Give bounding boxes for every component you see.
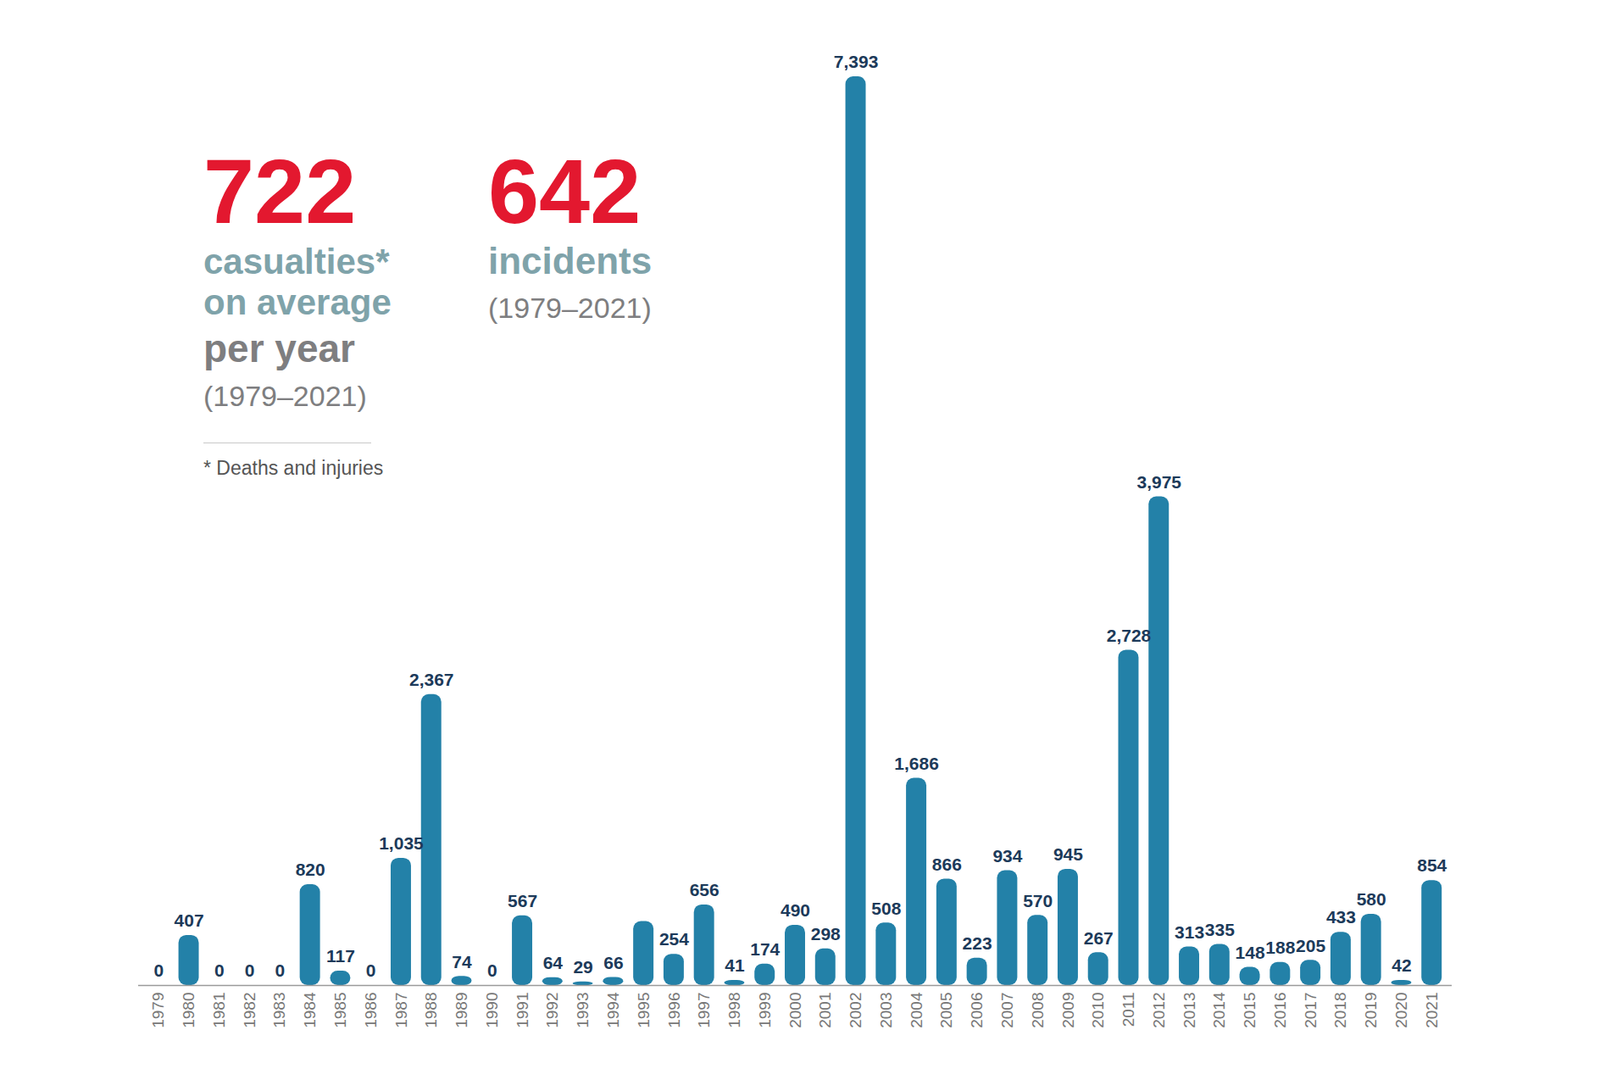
svg-text:2005: 2005: [937, 992, 956, 1028]
svg-text:2011: 2011: [1119, 992, 1138, 1028]
svg-text:188: 188: [1265, 937, 1295, 957]
svg-text:1994: 1994: [604, 991, 623, 1028]
svg-text:2006: 2006: [967, 992, 986, 1028]
svg-text:313: 313: [1174, 922, 1205, 942]
svg-text:7,393: 7,393: [833, 51, 879, 72]
svg-text:490: 490: [780, 900, 811, 920]
svg-text:1979: 1979: [149, 992, 167, 1028]
svg-text:1983: 1983: [270, 992, 289, 1028]
svg-text:1993: 1993: [573, 992, 592, 1028]
svg-text:1981: 1981: [210, 992, 228, 1028]
svg-text:1986: 1986: [361, 992, 380, 1028]
svg-text:580: 580: [1356, 888, 1387, 909]
svg-text:0: 0: [153, 960, 164, 980]
svg-text:1990: 1990: [483, 992, 501, 1028]
svg-text:1980: 1980: [179, 992, 198, 1028]
svg-text:2013: 2013: [1180, 992, 1199, 1028]
svg-text:2017: 2017: [1301, 992, 1320, 1028]
svg-text:2012: 2012: [1150, 992, 1168, 1028]
svg-text:2002: 2002: [846, 992, 865, 1028]
svg-text:0: 0: [487, 960, 498, 980]
svg-text:2003: 2003: [877, 992, 895, 1028]
svg-text:1998: 1998: [725, 992, 744, 1028]
svg-text:2018: 2018: [1331, 992, 1350, 1028]
svg-text:2020: 2020: [1392, 992, 1411, 1028]
svg-text:174: 174: [750, 938, 780, 959]
svg-text:117: 117: [326, 945, 356, 966]
svg-text:2016: 2016: [1271, 992, 1289, 1028]
svg-text:267: 267: [1083, 927, 1114, 948]
svg-text:2001: 2001: [816, 992, 834, 1028]
svg-text:298: 298: [811, 923, 841, 944]
svg-text:866: 866: [932, 854, 962, 874]
svg-text:1985: 1985: [331, 992, 350, 1028]
svg-text:1,035: 1,035: [378, 833, 424, 853]
html-text:per year: per year: [203, 326, 356, 371]
svg-text:508: 508: [871, 898, 901, 918]
svg-text:1992: 1992: [543, 992, 562, 1028]
svg-text:205: 205: [1295, 934, 1326, 955]
svg-text:656: 656: [689, 879, 720, 900]
svg-text:2015: 2015: [1240, 992, 1259, 1028]
svg-text:0: 0: [214, 960, 225, 980]
svg-text:1997: 1997: [694, 992, 713, 1028]
svg-text:567: 567: [507, 890, 538, 911]
svg-text:1991: 1991: [513, 992, 532, 1028]
svg-text:570: 570: [1022, 890, 1053, 911]
svg-text:335: 335: [1205, 919, 1235, 939]
svg-text:2008: 2008: [1028, 992, 1047, 1028]
svg-text:0: 0: [366, 960, 377, 980]
svg-text:148: 148: [1235, 942, 1266, 962]
svg-text:2021: 2021: [1422, 992, 1441, 1028]
svg-text:934: 934: [992, 845, 1023, 866]
svg-text:1996: 1996: [664, 992, 683, 1028]
svg-text:2004: 2004: [907, 991, 926, 1028]
svg-text:2010: 2010: [1088, 992, 1107, 1028]
html-text:on average: on average: [203, 282, 392, 323]
svg-text:1984: 1984: [300, 991, 319, 1028]
svg-text:820: 820: [295, 859, 326, 879]
html-text:(1979–2021): (1979–2021): [488, 291, 652, 324]
html-text:* Deaths and injuries: * Deaths and injuries: [203, 456, 384, 479]
svg-text:2,728: 2,728: [1106, 625, 1152, 645]
html-text:642: 642: [488, 139, 641, 243]
svg-text:2014: 2014: [1210, 991, 1228, 1028]
svg-text:1982: 1982: [240, 992, 259, 1028]
svg-text:3,975: 3,975: [1136, 472, 1182, 492]
svg-text:1988: 1988: [422, 992, 440, 1028]
svg-text:74: 74: [451, 950, 473, 971]
svg-text:0: 0: [275, 960, 286, 980]
html-text:casualties*: casualties*: [203, 241, 390, 282]
svg-text:945: 945: [1053, 844, 1084, 864]
svg-text:1989: 1989: [452, 992, 471, 1028]
svg-text:2,367: 2,367: [409, 669, 455, 689]
svg-text:0: 0: [244, 960, 256, 980]
svg-text:2000: 2000: [786, 992, 805, 1028]
svg-text:1995: 1995: [634, 992, 653, 1028]
svg-text:42: 42: [1391, 955, 1412, 975]
svg-text:2019: 2019: [1361, 992, 1380, 1028]
svg-text:1,686: 1,686: [894, 753, 939, 773]
svg-text:29: 29: [572, 956, 593, 977]
svg-text:1987: 1987: [392, 992, 411, 1028]
svg-text:407: 407: [174, 910, 205, 930]
svg-text:66: 66: [603, 952, 623, 973]
html-text:722: 722: [203, 139, 357, 243]
svg-text:854: 854: [1416, 855, 1447, 875]
html-text:(1979–2021): (1979–2021): [203, 379, 367, 412]
svg-text:223: 223: [962, 933, 993, 953]
svg-text:2007: 2007: [998, 992, 1017, 1028]
html-text:incidents: incidents: [488, 239, 652, 282]
svg-text:254: 254: [659, 928, 689, 949]
svg-text:433: 433: [1326, 906, 1356, 927]
svg-text:1999: 1999: [755, 992, 774, 1028]
svg-text:2009: 2009: [1059, 992, 1078, 1028]
svg-text:41: 41: [724, 955, 745, 975]
svg-text:64: 64: [543, 952, 564, 973]
